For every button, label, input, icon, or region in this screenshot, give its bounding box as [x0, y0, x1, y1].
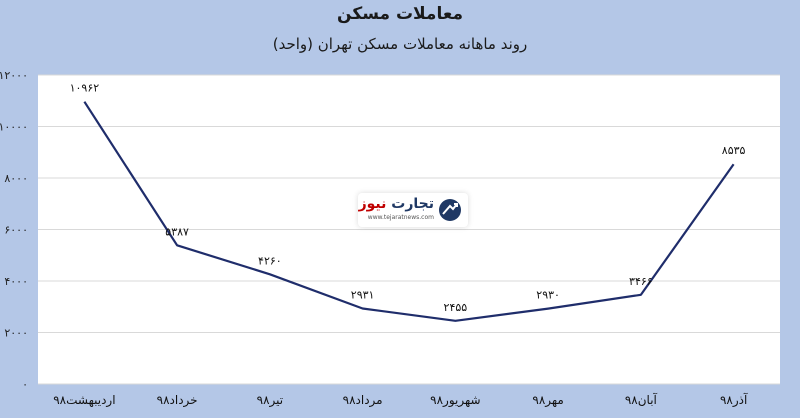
data-label: ۲۹۳۰: [536, 289, 560, 302]
x-tick-label: خرداد۹۸: [157, 393, 198, 408]
watermark-text: تجارت نیوز: [359, 196, 434, 212]
data-label: ۵۳۸۷: [165, 225, 189, 238]
watermark-accent: نیوز: [358, 196, 387, 212]
x-tick-label: شهریور۹۸: [430, 393, 480, 408]
x-tick-label: آبان۹۸: [625, 392, 658, 407]
x-tick-label: مهر۹۸: [532, 393, 563, 408]
series-line: [83, 101, 735, 322]
x-tick-label: مرداد۹۸: [343, 393, 383, 408]
data-labels: ۱۰۹۶۲ ۵۳۸۷ ۴۲۶۰ ۲۹۳۱ ۲۴۵۵ ۲۹۳۰ ۳۴۶۶ ۸۵۳۵: [70, 82, 746, 314]
data-label: ۳۴۶۶: [629, 275, 653, 288]
watermark-logo: تجارت نیوز www.tejaratnews.com: [358, 193, 468, 227]
data-label: ۲۹۳۱: [351, 289, 375, 302]
x-tick-label: آذر۹۸: [720, 392, 748, 408]
x-tick-label: تیر۹۸: [257, 393, 283, 408]
y-tick-label: ۱۰۰۰۰: [0, 121, 28, 134]
x-axis-ticks: اردیبهشت۹۸ خرداد۹۸ تیر۹۸ مرداد۹۸ شهریور۹۸ مهر…: [53, 392, 748, 408]
watermark-url: www.tejaratnews.com: [367, 214, 434, 221]
x-tick-label: اردیبهشت۹۸: [53, 393, 115, 408]
y-tick-label: ۶۰۰۰: [4, 224, 28, 237]
y-tick-label: ۱۲۰۰۰: [0, 69, 28, 82]
chart-title: معاملات مسکن: [337, 4, 463, 24]
y-tick-label: ۴۰۰۰: [4, 275, 28, 288]
y-tick-label: ۲۰۰۰: [4, 327, 28, 340]
y-tick-label: ۸۰۰۰: [4, 172, 28, 185]
gridlines: [38, 74, 780, 385]
watermark-main: تجارت: [391, 196, 434, 212]
y-tick-label: ۰: [22, 378, 28, 391]
chart-subtitle: روند ماهانه معاملات مسکن تهران (واحد): [272, 35, 528, 53]
data-label: ۸۵۳۵: [722, 144, 746, 157]
data-label: ۱۰۹۶۲: [70, 82, 100, 95]
data-label: ۴۲۶۰: [258, 254, 282, 267]
data-label: ۲۴۵۵: [444, 301, 468, 314]
globe-arrow-icon: [439, 199, 461, 221]
y-axis-ticks: ۰ ۲۰۰۰ ۴۰۰۰ ۶۰۰۰ ۸۰۰۰ ۱۰۰۰۰ ۱۲۰۰۰: [0, 69, 28, 391]
